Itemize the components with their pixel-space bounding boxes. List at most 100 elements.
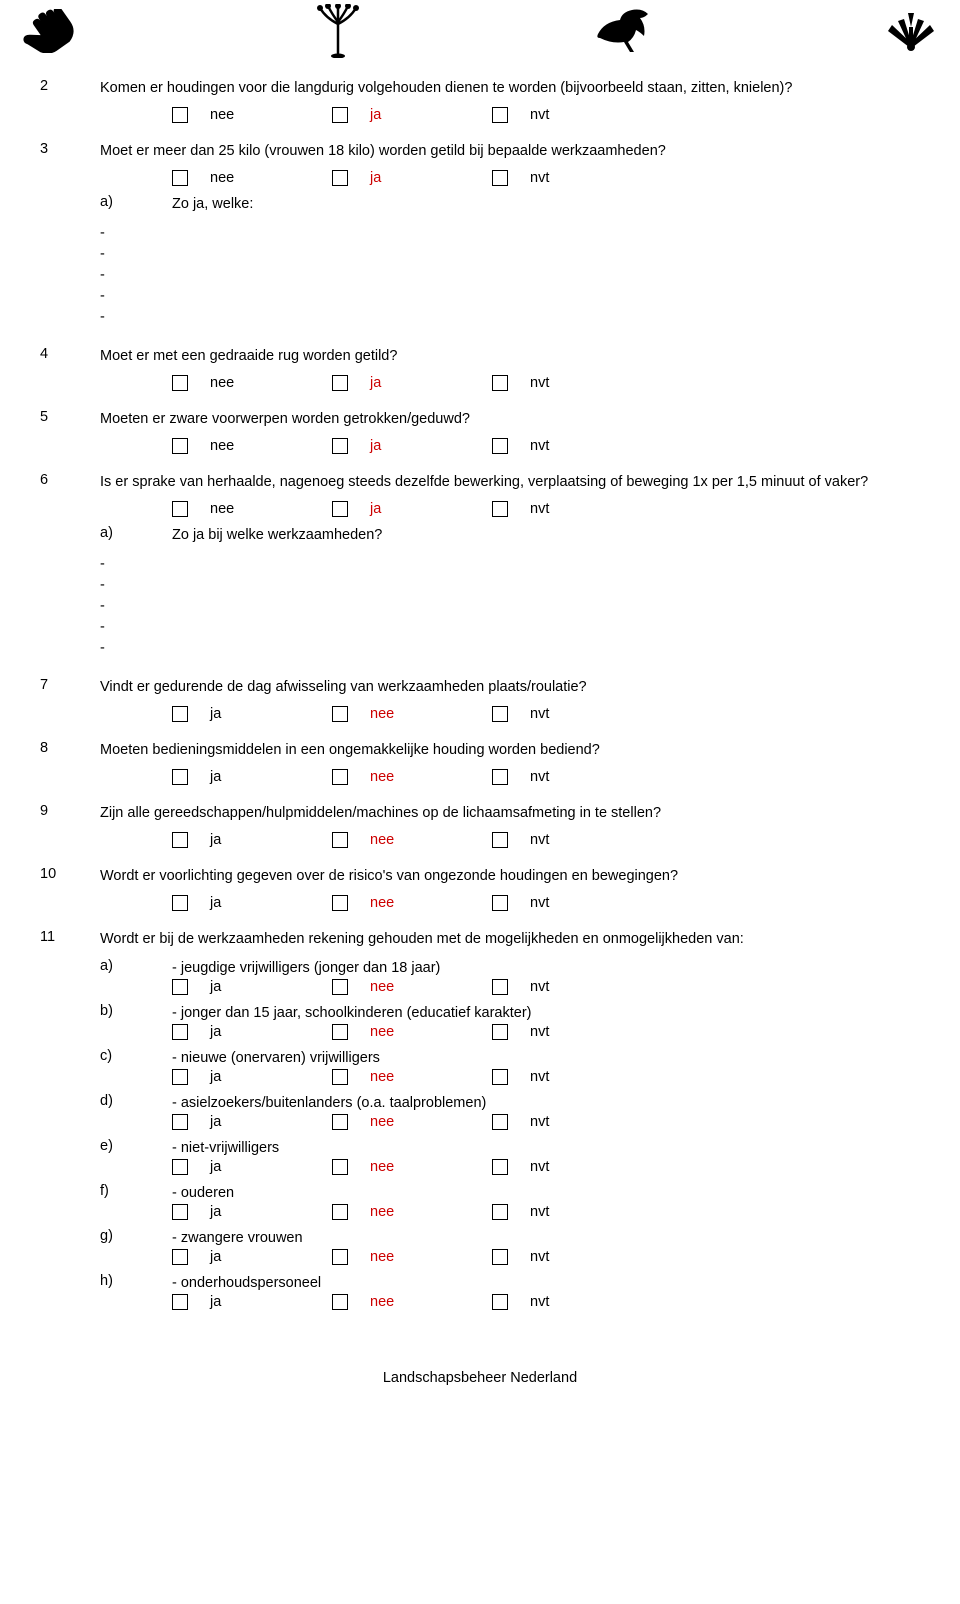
checkbox[interactable] — [492, 170, 508, 186]
options-row: ja nee nvt — [172, 1204, 920, 1220]
option-label: ja — [370, 438, 381, 454]
blank-lines: - - - - - — [100, 223, 920, 328]
option-label: nee — [210, 170, 234, 186]
checkbox[interactable] — [332, 1024, 348, 1040]
checkbox[interactable] — [172, 438, 188, 454]
options-row: nee ja nvt — [172, 501, 920, 517]
checkbox[interactable] — [492, 832, 508, 848]
checkbox[interactable] — [492, 375, 508, 391]
options-row: ja nee nvt — [172, 706, 920, 722]
question-6: 6 Is er sprake van herhaalde, nagenoeg s… — [40, 472, 920, 659]
checkbox[interactable] — [172, 706, 188, 722]
question-number: 7 — [40, 677, 100, 693]
sub-letter: e) — [100, 1138, 172, 1154]
checkbox[interactable] — [492, 706, 508, 722]
sub-text: - ouderen — [172, 1183, 920, 1204]
checkbox[interactable] — [492, 1294, 508, 1310]
checkbox[interactable] — [492, 501, 508, 517]
checkbox[interactable] — [172, 375, 188, 391]
sub-letter: f) — [100, 1183, 172, 1199]
sub-text: - nieuwe (onervaren) vrijwilligers — [172, 1048, 920, 1069]
dash: - — [100, 307, 920, 328]
option-label: nee — [370, 1114, 394, 1130]
option-label: ja — [210, 1024, 221, 1040]
checkbox[interactable] — [332, 832, 348, 848]
checkbox[interactable] — [332, 706, 348, 722]
header-icon-row — [20, 0, 940, 70]
checkbox[interactable] — [332, 1114, 348, 1130]
checkbox[interactable] — [172, 1114, 188, 1130]
options-row: ja nee nvt — [172, 1159, 920, 1175]
checkbox[interactable] — [332, 895, 348, 911]
option-label: ja — [210, 1249, 221, 1265]
checkbox[interactable] — [332, 1294, 348, 1310]
checkbox[interactable] — [332, 1159, 348, 1175]
question-number: 8 — [40, 740, 100, 756]
checkbox[interactable] — [332, 107, 348, 123]
checkbox[interactable] — [332, 375, 348, 391]
checkbox[interactable] — [492, 1159, 508, 1175]
dash: - — [100, 223, 920, 244]
question-number: 2 — [40, 78, 100, 94]
checkbox[interactable] — [492, 1069, 508, 1085]
options-row: ja nee nvt — [172, 1294, 920, 1310]
sub-letter: a) — [100, 958, 172, 974]
checkbox[interactable] — [492, 1204, 508, 1220]
checkbox[interactable] — [172, 832, 188, 848]
option-label: nvt — [530, 979, 549, 995]
checkbox[interactable] — [492, 769, 508, 785]
option-label: nvt — [530, 107, 549, 123]
option-label: nvt — [530, 501, 549, 517]
question-number: 6 — [40, 472, 100, 488]
question-7: 7 Vindt er gedurende de dag afwisseling … — [40, 677, 920, 722]
checkbox[interactable] — [172, 1294, 188, 1310]
option-label: ja — [210, 1159, 221, 1175]
checkbox[interactable] — [172, 1069, 188, 1085]
checkbox[interactable] — [492, 1249, 508, 1265]
checkbox[interactable] — [172, 501, 188, 517]
checkbox[interactable] — [492, 107, 508, 123]
option-label: nvt — [530, 170, 549, 186]
question-text: Komen er houdingen voor die langdurig vo… — [100, 78, 920, 99]
checkbox[interactable] — [172, 895, 188, 911]
options-row: ja nee nvt — [172, 895, 920, 911]
checkbox[interactable] — [332, 979, 348, 995]
options-row: ja nee nvt — [172, 1114, 920, 1130]
checkbox[interactable] — [172, 170, 188, 186]
checkbox[interactable] — [492, 1024, 508, 1040]
checkbox[interactable] — [172, 1159, 188, 1175]
sub-text: - jeugdige vrijwilligers (jonger dan 18 … — [172, 958, 920, 979]
checkbox[interactable] — [332, 769, 348, 785]
checkbox[interactable] — [492, 895, 508, 911]
checkbox[interactable] — [492, 1114, 508, 1130]
question-2: 2 Komen er houdingen voor die langdurig … — [40, 78, 920, 123]
option-label: nee — [370, 1204, 394, 1220]
question-number: 5 — [40, 409, 100, 425]
question-number: 11 — [40, 929, 100, 945]
dash: - — [100, 617, 920, 638]
option-label: ja — [210, 1069, 221, 1085]
checkbox[interactable] — [332, 1069, 348, 1085]
checkbox[interactable] — [332, 438, 348, 454]
option-label: nvt — [530, 1069, 549, 1085]
checkbox[interactable] — [332, 501, 348, 517]
checkbox[interactable] — [172, 979, 188, 995]
question-number: 10 — [40, 866, 100, 882]
option-label: ja — [210, 979, 221, 995]
option-label: nee — [370, 895, 394, 911]
checkbox[interactable] — [172, 1024, 188, 1040]
question-9: 9 Zijn alle gereedschappen/hulpmiddelen/… — [40, 803, 920, 848]
checkbox[interactable] — [332, 1249, 348, 1265]
checkbox[interactable] — [172, 1249, 188, 1265]
checkbox[interactable] — [172, 1204, 188, 1220]
checkbox[interactable] — [172, 769, 188, 785]
option-label: nvt — [530, 832, 549, 848]
checkbox[interactable] — [492, 979, 508, 995]
checkbox[interactable] — [492, 438, 508, 454]
checkbox[interactable] — [332, 170, 348, 186]
options-row: ja nee nvt — [172, 979, 920, 995]
option-label: ja — [210, 1114, 221, 1130]
checkbox[interactable] — [332, 1204, 348, 1220]
sub-letter: a) — [100, 525, 172, 541]
checkbox[interactable] — [172, 107, 188, 123]
